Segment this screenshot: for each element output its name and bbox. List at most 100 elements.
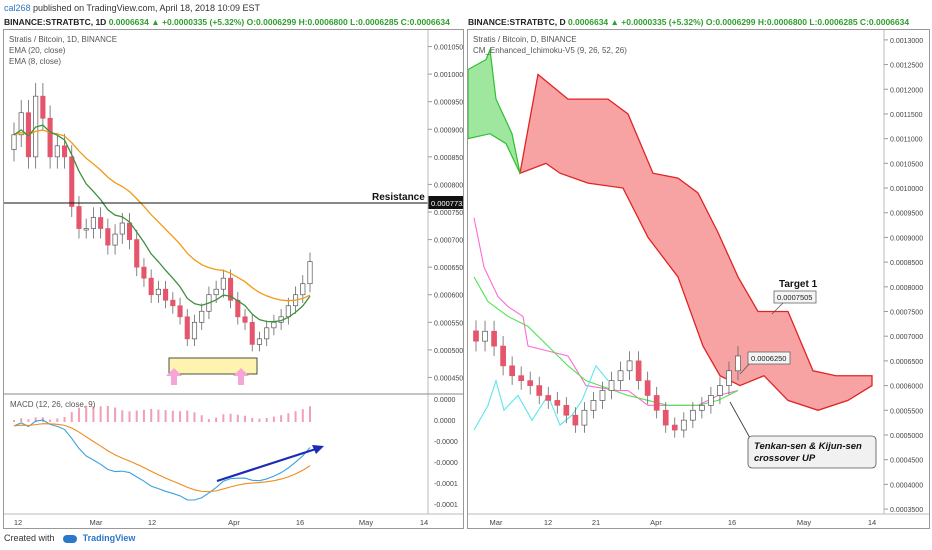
candle-body [141,266,147,279]
right-ohlc-line: BINANCE:STRATBTC, D 0.0006634 ▲ +0.00003… [468,17,909,27]
right-y-tick-label: 0.0011000 [890,137,923,144]
right-y-tick-label: 0.0003500 [890,507,923,514]
macd-histogram-bar [222,414,225,422]
crossover-callout-line [729,401,751,439]
right-chart-panel[interactable]: 0.0013000 0.0012500 0.0012000 0.0011500 0.00… [467,29,930,529]
macd-histogram-bar [20,418,23,422]
right-x-tick-label: May [797,518,811,527]
left-y-tick-label: 0.0009500 [434,100,463,107]
right-legend-ichimoku: CM_Enhanced_Ichimoku-V5 (9, 26, 52, 26) [473,46,627,55]
candle-body [54,145,60,158]
right-chart-svg[interactable]: 0.0013000 0.0012500 0.0012000 0.0011500 0.00… [468,30,929,528]
right-y-tick-label: 0.0012000 [890,87,923,94]
left-y-tick-label: 0.0007500 [434,210,463,217]
macd-y-tick-label: -0.0001 [434,481,458,488]
target-label: Target 1 [779,279,818,290]
right-legend: Stratis / Bitcoin, D, BINANCE CM_Enhance… [473,34,627,56]
left-ohlc-line: BINANCE:STRATBTC, 1D 0.0006634 ▲ +0.0000… [4,17,450,27]
macd-histogram-bar [215,417,218,422]
macd-histogram-bar [272,416,275,422]
macd-histogram-bar [106,405,109,422]
candle-body [563,404,570,416]
macd-histogram-bar [251,417,254,422]
chikou-span-line [473,364,609,431]
candle-body [608,380,615,391]
right-x-tick-label: 16 [728,518,736,527]
footer-brand-link[interactable]: TradingView [82,533,136,543]
crossover-text-line1: Tenkan-sen & Kijun-sen [754,441,862,452]
candle-body [249,321,255,345]
candle-body [76,206,82,229]
macd-histogram-bar [207,419,210,422]
left-legend-ema20: EMA (20, close) [9,46,66,55]
macd-histogram-bar [56,418,59,422]
crossover-text-line2: crossover UP [754,453,816,464]
left-y-tick-label: 0.0006500 [434,265,463,272]
candle-body [119,222,125,235]
candle-body [112,233,118,246]
candle-body [199,310,205,323]
right-y-tick-label: 0.0011500 [890,112,923,119]
candle-body [545,395,552,401]
macd-histogram-bar [27,419,30,422]
resistance-label: Resistance [372,192,425,203]
candle-body [170,299,176,307]
kijun-sen-line [473,276,739,406]
left-symbol: BINANCE:STRATBTC, 1D [4,17,107,27]
candle-body [18,112,24,136]
publish-info: published on TradingView.com, April 18, … [30,3,261,13]
left-y-tick-label: 0.0010500 [434,45,463,52]
candle-body [271,321,277,329]
candle-body [235,299,241,318]
macd-y-tick-label: -0.0000 [434,439,458,446]
candle-body [69,156,75,207]
candle-body [689,409,696,421]
candle-body [617,370,624,382]
candle-body [134,239,140,268]
candle-body [653,395,660,411]
candle-body [491,330,497,347]
left-x-tick-label: 16 [296,518,304,527]
kumo-cloud-green [468,47,521,174]
candle-body [148,277,154,296]
right-x-tick-label: 14 [868,518,876,527]
candle-body [473,330,479,342]
right-x-tick-label: 21 [592,518,600,527]
candle-body [242,316,248,323]
macd-histogram-bar [150,408,153,422]
left-x-tick-label: 12 [148,518,156,527]
candle-body [680,419,687,431]
macd-histogram-bar [294,411,297,422]
left-chart-panel[interactable]: Resistance 0.0007732 0.0010500 0.0010000 0… [3,29,464,529]
candle-body [98,217,104,229]
macd-y-tick-label: 0.0000 [434,418,456,425]
macd-histogram-bar [258,418,261,422]
macd-y-tick-label: -0.0001 [434,502,458,509]
current-price-box-text: 0.0006250 [751,354,786,363]
right-y-tick-label: 0.0007000 [890,334,923,341]
candle-body [699,404,705,411]
left-y-tick-label: 0.0007000 [434,238,463,245]
candle-body [554,400,561,406]
pink-arrow-up-icon [166,368,182,385]
macd-histogram-bar [128,411,131,422]
trend-arrow-head-icon [312,445,324,454]
author-link[interactable]: cal268 [4,3,31,13]
macd-legend: MACD (12, 26, close, 9) [10,400,96,409]
candle-body [228,277,234,301]
right-y-tick-label: 0.0007500 [890,310,923,317]
macd-histogram-bar [200,415,203,422]
candle-body [264,327,270,340]
trend-arrow-line [216,445,323,483]
right-x-tick-label: Mar [490,518,503,527]
footer-created-with: Created with [4,533,55,543]
right-symbol: BINANCE:STRATBTC, D [468,17,566,27]
macd-histogram-bar [63,416,66,422]
left-chart-svg[interactable]: Resistance 0.0007732 0.0010500 0.0010000 0… [4,30,463,528]
candle-body [307,261,313,285]
candle-body [536,385,543,396]
right-y-tick-label: 0.0005500 [890,408,923,415]
candle-body [735,355,741,372]
resistance-price-tag [428,196,463,209]
right-y-tick-label: 0.0010000 [890,186,923,193]
